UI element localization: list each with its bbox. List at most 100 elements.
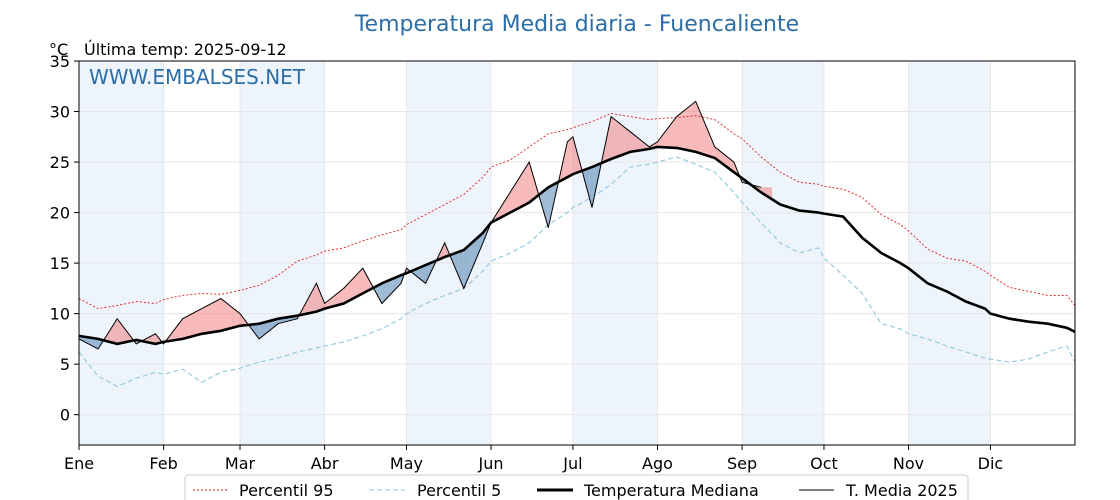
anomaly-above	[682, 110, 685, 150]
y-tick-label: 0	[60, 406, 70, 425]
anomaly-above	[668, 123, 672, 148]
anomaly-above	[534, 180, 538, 199]
anomaly-above	[613, 118, 617, 158]
x-tick-label: Ene	[64, 454, 94, 473]
anomaly-above	[641, 140, 644, 151]
anomaly-above	[695, 101, 699, 153]
watermark: WWW.EMBALSES.NET	[89, 65, 306, 89]
anomaly-above	[679, 112, 683, 150]
anomaly-above	[114, 318, 118, 344]
anomaly-above	[632, 133, 636, 152]
anomaly-above	[174, 325, 178, 341]
anomaly-below	[376, 284, 380, 299]
anomaly-above	[687, 105, 691, 151]
y-tick-label: 30	[50, 103, 70, 122]
anomaly-below	[250, 324, 254, 332]
anomaly-below	[264, 321, 268, 335]
anomaly-above	[346, 282, 350, 303]
anomaly-above	[210, 302, 213, 333]
month-shading	[79, 61, 991, 445]
y-tick-label: 10	[50, 305, 70, 324]
anomaly-above	[229, 305, 232, 329]
legend-frame	[184, 474, 969, 500]
anomaly-below	[267, 320, 270, 333]
anomaly-above	[521, 170, 524, 207]
y-tick-label: 35	[50, 52, 70, 71]
anomaly-above	[622, 125, 625, 155]
anomaly-above	[117, 318, 120, 344]
last-temp-label: Última temp: 2025-09-12	[84, 40, 287, 59]
anomaly-above	[338, 290, 341, 305]
anomaly-above	[698, 107, 702, 154]
anomaly-above	[630, 131, 633, 152]
x-tick-label: Sep	[727, 454, 757, 473]
anomaly-above	[332, 294, 336, 307]
anomaly-below	[261, 322, 265, 337]
anomaly-above	[128, 333, 131, 342]
x-tick-label: Dic	[978, 454, 1004, 473]
anomaly-above	[313, 283, 317, 313]
legend-label-median: Temperatura Mediana	[583, 481, 759, 500]
anomaly-below	[463, 247, 467, 289]
anomaly-above	[193, 311, 197, 336]
anomaly-above	[215, 299, 219, 332]
anomaly-above	[728, 157, 732, 171]
anomaly-below	[474, 237, 478, 263]
anomaly-above	[657, 138, 661, 147]
anomaly-below	[551, 184, 554, 216]
x-tick-label: Jul	[562, 454, 582, 473]
anomaly-above	[616, 120, 620, 157]
anomaly-above	[712, 140, 715, 158]
anomaly-above	[308, 293, 311, 314]
anomaly-above	[316, 283, 320, 312]
anomaly-above	[180, 318, 183, 340]
anomaly-above	[111, 323, 115, 344]
anomaly-above	[627, 129, 631, 153]
anomaly-above	[199, 308, 202, 335]
anomaly-above	[182, 317, 186, 339]
anomaly-above	[368, 278, 371, 291]
anomaly-above	[204, 305, 208, 334]
anomaly-below	[428, 262, 431, 278]
y-tick-label: 15	[50, 254, 70, 273]
anomaly-below	[452, 253, 456, 269]
anomaly-below	[594, 164, 598, 195]
month-band	[79, 61, 164, 445]
anomaly-above	[526, 162, 530, 204]
anomaly-below	[466, 245, 470, 282]
anomaly-above	[220, 298, 224, 331]
anomaly-above	[234, 309, 238, 328]
anomaly-below	[420, 266, 423, 282]
anomaly-below	[583, 169, 587, 188]
anomaly-below	[480, 232, 483, 250]
x-tick-label: Oct	[810, 454, 838, 473]
anomaly-above	[510, 188, 513, 213]
y-tick-label: 20	[50, 204, 70, 223]
anomaly-below	[270, 320, 273, 331]
anomaly-above	[717, 149, 721, 163]
anomaly-below	[422, 265, 426, 284]
anomaly-above	[169, 333, 172, 342]
anomaly-below	[540, 191, 543, 209]
y-tick-label: 5	[60, 355, 70, 374]
anomaly-above	[673, 116, 677, 148]
anomaly-above	[665, 127, 669, 148]
plot-frame	[78, 60, 1076, 446]
anomaly-above	[231, 307, 235, 328]
anomaly-below	[390, 278, 393, 295]
chart-title: Temperatura Media diaria - Fuencaliente	[354, 12, 799, 37]
anomaly-below	[458, 251, 461, 282]
anomaly-above	[562, 154, 565, 181]
anomaly-above	[360, 268, 363, 295]
anomaly-above	[693, 101, 696, 152]
anomaly-above	[302, 303, 306, 315]
anomaly-below	[89, 337, 93, 347]
legend-label-p95: Percentil 95	[239, 481, 334, 500]
y-tick-label: 25	[50, 153, 70, 172]
anomaly-above	[207, 304, 210, 333]
anomaly-above	[155, 333, 159, 344]
anomaly-above	[671, 120, 674, 148]
series-line-current	[78, 100, 762, 350]
anomaly-above	[624, 127, 628, 154]
anomaly-above	[357, 271, 361, 297]
